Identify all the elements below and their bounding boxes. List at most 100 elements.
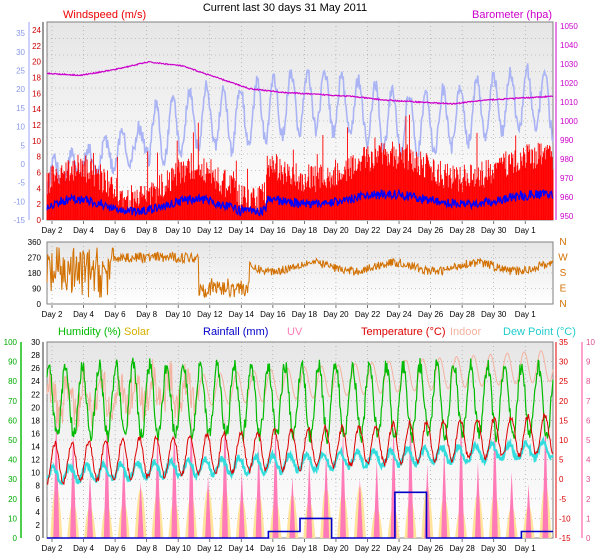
wind-inner-tick: 16 (32, 89, 41, 98)
rain-tick: 22 (31, 390, 40, 399)
x-tick-label: Day 16 (260, 310, 286, 319)
x-tick-label: Day 14 (229, 544, 255, 553)
x-tick-label: Day 1 (515, 310, 536, 319)
uv-mark (255, 442, 262, 538)
wind-outer-tick: 20 (16, 85, 25, 94)
uv-mark (221, 409, 228, 538)
windspeed-outer-series (46, 63, 554, 200)
x-tick-label: Day 28 (449, 544, 475, 553)
x-tick-label: Day 16 (260, 226, 286, 235)
x-tick-label: Day 30 (481, 544, 507, 553)
temperature-tick: 10 (559, 436, 568, 445)
barometer-tick: 970 (560, 174, 574, 183)
rain-tick: 10 (31, 469, 40, 478)
x-tick-label: Day 8 (136, 310, 157, 319)
wind-inner-tick: 18 (32, 73, 41, 82)
x-tick-label: Day 28 (449, 226, 475, 235)
uv-mark (441, 444, 448, 538)
wind-outer-tick: 30 (16, 48, 25, 57)
wind-outer-tick: -5 (18, 179, 26, 188)
humidity-tick: 80 (8, 377, 17, 386)
rain-tick: 6 (36, 495, 41, 504)
x-tick-label: Day 12 (197, 226, 223, 235)
x-tick-label: Day 22 (355, 226, 381, 235)
uv-tick: 0 (586, 534, 591, 543)
uv-mark (356, 478, 363, 538)
barometer-tick: 990 (560, 136, 574, 145)
wind-outer-tick: -15 (13, 216, 25, 225)
uv-mark (542, 417, 549, 538)
barometer-tick: 1040 (560, 41, 578, 50)
direction-tick: 270 (28, 254, 42, 263)
dew-point-series (46, 436, 554, 486)
legend-rainfall: Rainfall (mm) (203, 326, 268, 338)
x-tick-label: Day 1 (515, 226, 536, 235)
wind-inner-tick: 24 (32, 26, 41, 35)
barometer-label: Barometer (hpa) (472, 9, 552, 21)
wind-outer-tick: 5 (21, 141, 26, 150)
temperature-tick: 25 (559, 377, 568, 386)
windspeed-average-series (46, 188, 554, 217)
uv-mark (205, 475, 212, 538)
direction-tick: 360 (28, 238, 42, 247)
wind-outer-tick: 10 (16, 123, 25, 132)
temperature-tick: 5 (559, 456, 564, 465)
rain-tick: 18 (31, 416, 40, 425)
temperature-tick: 30 (559, 358, 568, 367)
direction-compass-tick: N (559, 299, 566, 310)
uv-mark (53, 412, 60, 538)
x-tick-label: Day 30 (481, 226, 507, 235)
uv-mark (137, 481, 144, 538)
wind-outer-tick: 0 (21, 160, 26, 169)
legend-humidity: Humidity (%) (58, 326, 121, 338)
rain-tick: 4 (36, 508, 41, 517)
x-tick-label: Day 14 (229, 226, 255, 235)
x-tick-label: Day 6 (105, 226, 126, 235)
x-tick-label: Day 24 (386, 226, 412, 235)
uv-tick: 4 (586, 456, 591, 465)
x-tick-label: Day 4 (73, 544, 94, 553)
uv-mark (525, 483, 532, 538)
uv-mark (323, 449, 330, 538)
uv-tick: 8 (586, 377, 591, 386)
barometer-tick: 1010 (560, 98, 578, 107)
wind-direction-series (46, 247, 554, 299)
wind-inner-tick: 22 (32, 42, 41, 51)
uv-tick: 1 (586, 514, 591, 523)
barometer-tick: 1050 (560, 22, 578, 31)
direction-compass-tick: W (558, 253, 568, 264)
uv-mark (458, 412, 465, 538)
temperature-tick: 0 (559, 475, 564, 484)
x-tick-label: Day 8 (136, 544, 157, 553)
humidity-tick: 70 (8, 397, 17, 406)
uv-tick: 5 (586, 436, 591, 445)
temperature-tick: 35 (559, 338, 568, 347)
x-tick-label: Day 6 (105, 544, 126, 553)
x-tick-label: Day 26 (418, 544, 444, 553)
uv-tick: 7 (586, 397, 591, 406)
x-tick-label: Day 8 (136, 226, 157, 235)
x-tick-label: Day 2 (42, 310, 63, 319)
legend-temperature: Temperature (°C) (361, 326, 445, 338)
x-tick-label: Day 16 (260, 544, 286, 553)
x-tick-label: Day 2 (42, 544, 63, 553)
x-tick-label: Day 22 (355, 544, 381, 553)
legend-uv: UV (287, 326, 303, 338)
wind-inner-tick: 4 (37, 184, 42, 193)
uv-mark (474, 461, 481, 538)
uv-mark (154, 430, 161, 538)
wind-inner-tick: 14 (32, 105, 41, 114)
temperature-series (46, 412, 554, 485)
legend-dew-point: Dew Point (°C) (503, 326, 576, 338)
x-tick-label: Day 24 (386, 310, 412, 319)
uv-tick: 9 (586, 358, 591, 367)
humidity-series (46, 357, 554, 444)
rain-tick: 30 (31, 338, 40, 347)
barometer-tick: 950 (560, 212, 574, 221)
uv-tick: 2 (586, 495, 591, 504)
wind-outer-tick: -10 (13, 197, 25, 206)
rain-tick: 2 (36, 521, 41, 530)
wind-inner-tick: 8 (37, 153, 42, 162)
wind-outer-tick: 15 (16, 104, 25, 113)
